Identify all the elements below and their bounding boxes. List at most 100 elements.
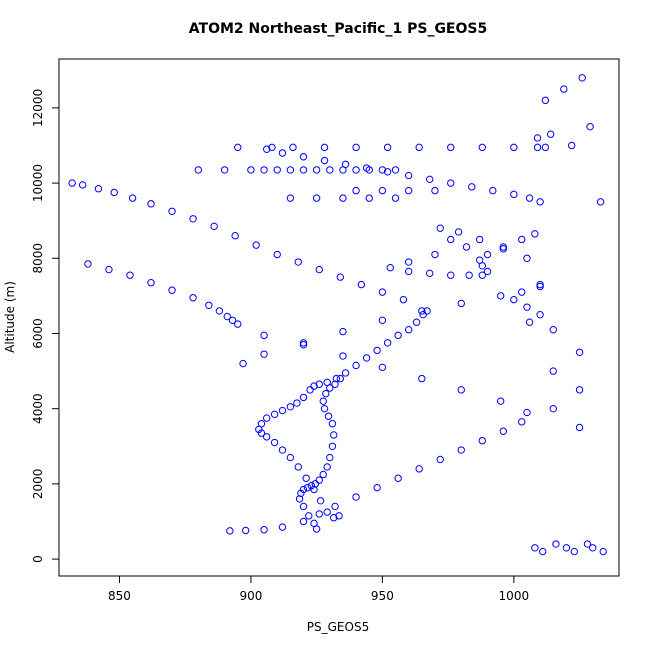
- data-point: [315, 510, 323, 518]
- data-point: [263, 414, 271, 422]
- data-point: [468, 183, 476, 191]
- data-point: [518, 288, 526, 296]
- data-point: [234, 320, 242, 328]
- y-axis: 0 2000 4000 6000 8000 10000 12000: [31, 89, 60, 563]
- data-point: [383, 143, 392, 152]
- data-point: [278, 406, 287, 415]
- data-point: [323, 508, 331, 516]
- data-point: [541, 96, 550, 105]
- data-point: [239, 359, 247, 368]
- data-point: [168, 286, 176, 294]
- y-axis-label: Altitude (m): [3, 281, 17, 353]
- data-point: [305, 512, 313, 520]
- data-point: [220, 166, 229, 174]
- data-point: [457, 299, 465, 308]
- data-point: [391, 194, 400, 202]
- data-point: [383, 339, 392, 347]
- y-tick-label: 12000: [31, 89, 45, 127]
- data-point: [286, 403, 295, 411]
- data-point: [226, 527, 234, 535]
- data-point: [252, 241, 260, 249]
- data-point: [147, 200, 155, 208]
- data-point: [562, 544, 571, 552]
- data-point: [431, 186, 439, 195]
- data-point: [78, 181, 87, 189]
- x-tick-label: 850: [108, 589, 131, 603]
- data-point: [278, 523, 287, 531]
- data-point: [335, 512, 343, 520]
- data-point: [531, 230, 539, 238]
- data-point: [68, 179, 76, 187]
- data-point: [223, 312, 231, 321]
- data-point: [404, 267, 413, 276]
- data-point: [475, 256, 484, 264]
- y-tick-label: 10000: [31, 164, 45, 202]
- data-point: [447, 179, 455, 187]
- data-point: [339, 327, 347, 336]
- data-point: [297, 489, 305, 497]
- data-point: [386, 263, 394, 272]
- data-point: [303, 483, 312, 492]
- data-point: [567, 141, 576, 150]
- data-point: [315, 476, 323, 484]
- data-point: [326, 453, 334, 462]
- data-point: [549, 367, 557, 375]
- data-point: [310, 382, 318, 390]
- data-point: [257, 429, 266, 437]
- data-point: [168, 207, 176, 215]
- data-point: [331, 380, 339, 388]
- data-point: [205, 301, 213, 309]
- data-point: [328, 420, 337, 428]
- data-point: [523, 408, 531, 417]
- data-point: [215, 307, 224, 315]
- data-point: [286, 453, 295, 462]
- data-point: [147, 279, 155, 287]
- data-point: [294, 258, 302, 266]
- data-point: [531, 544, 539, 552]
- data-point: [295, 495, 304, 503]
- data-point: [332, 374, 341, 383]
- x-tick-label: 1000: [499, 589, 530, 603]
- data-point: [336, 374, 345, 383]
- data-point: [331, 502, 339, 511]
- data-point: [536, 198, 544, 206]
- data-point: [231, 232, 239, 240]
- data-point: [110, 188, 118, 197]
- data-point: [260, 331, 268, 340]
- data-point: [315, 265, 323, 274]
- data-point: [286, 194, 295, 202]
- data-point: [394, 331, 402, 340]
- data-point: [323, 378, 331, 387]
- data-point: [273, 250, 281, 259]
- data-point: [194, 166, 203, 174]
- data-point: [310, 485, 318, 494]
- data-point: [299, 339, 308, 347]
- data-point: [391, 166, 400, 174]
- data-point: [478, 436, 486, 445]
- data-point: [552, 540, 560, 548]
- data-point: [586, 122, 594, 131]
- data-point: [419, 310, 427, 319]
- data-point: [575, 386, 584, 394]
- data-point: [489, 186, 497, 195]
- data-point: [306, 386, 314, 394]
- data-point: [341, 369, 350, 377]
- data-point: [241, 526, 250, 535]
- data-point: [260, 526, 268, 534]
- data-point: [475, 235, 484, 244]
- data-point: [447, 235, 455, 244]
- data-point: [189, 294, 197, 302]
- data-point: [483, 250, 492, 259]
- data-point: [263, 145, 271, 153]
- data-point: [322, 389, 330, 398]
- data-point: [373, 483, 381, 492]
- data-point: [302, 474, 310, 482]
- data-point: [234, 143, 242, 152]
- data-point: [378, 166, 387, 174]
- data-point: [260, 350, 268, 358]
- data-point: [436, 455, 444, 464]
- y-tick-label: 8000: [31, 243, 45, 274]
- data-point: [365, 166, 373, 174]
- data-point: [268, 143, 276, 152]
